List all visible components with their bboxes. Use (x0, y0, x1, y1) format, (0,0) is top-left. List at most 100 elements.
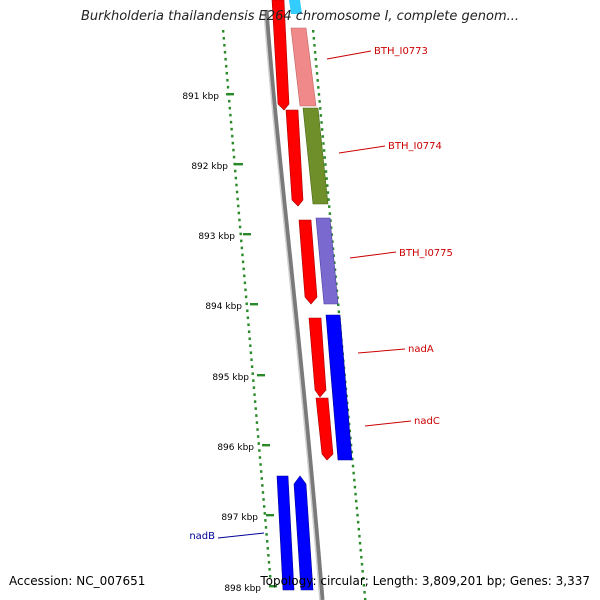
scale-dot (240, 246, 244, 250)
gene-BTH_I0773[interactable] (290, 27, 317, 107)
scale-dot (232, 148, 235, 152)
scale-dot (359, 548, 362, 552)
scale-dot (249, 344, 252, 348)
gene-cyan[interactable] (289, 0, 302, 14)
scale-dot (322, 142, 325, 145)
scale-dot (319, 107, 322, 110)
scale-dot (320, 128, 324, 131)
scale-dot (354, 492, 357, 496)
gene-red-4[interactable] (308, 317, 327, 398)
scale-dot (326, 184, 329, 187)
gene-nadB-body[interactable] (276, 475, 295, 591)
scale-dot (322, 149, 326, 152)
gene-label[interactable]: nadC (414, 416, 440, 427)
scale-dot (247, 323, 250, 327)
tick-label: 894 kbp (205, 302, 242, 312)
gene-BTH_I0774[interactable] (302, 107, 329, 205)
scale-dot (239, 232, 242, 236)
scale-dot (249, 351, 253, 355)
scale-dot (324, 170, 328, 173)
gene-red-5[interactable] (315, 397, 334, 461)
gene-red-2[interactable] (285, 109, 304, 207)
gene-labels: BTH_I0773 BTH_I0774 BTH_I0775 nadA nadC nadB (189, 46, 453, 542)
scale-dot (355, 506, 359, 510)
scale-dot (324, 163, 327, 166)
scale-dot (314, 58, 317, 61)
scale-dot (356, 513, 359, 517)
scale-dot (351, 457, 354, 461)
tick-label: 895 kbp (212, 373, 249, 383)
scale-dot (240, 239, 243, 243)
label-leaders (217, 50, 412, 539)
gene-BTH_I0775[interactable] (315, 217, 339, 305)
gene-nadA[interactable] (325, 314, 353, 461)
scale-dot (353, 478, 356, 482)
gene-blue-arrow[interactable] (293, 475, 314, 591)
gene-red-3[interactable] (298, 219, 318, 305)
scale-dot (226, 85, 230, 89)
scale-dot (260, 477, 263, 480)
scale-dot (262, 505, 266, 508)
scale-dot (233, 162, 236, 166)
scale-dot (265, 540, 269, 543)
tick-mark (257, 374, 265, 377)
scale-dot (351, 464, 355, 468)
scale-dot (360, 562, 364, 566)
scale-dot (228, 99, 231, 103)
scale-dot (325, 177, 328, 180)
scale-dot (315, 72, 319, 75)
scale-dot (267, 554, 270, 557)
scale-dot (238, 218, 241, 222)
tick-mark (269, 585, 277, 588)
genome-summary: Topology: circular; Length: 3,809,201 bp… (260, 574, 590, 588)
scale-dot (360, 555, 363, 559)
scale-dot (225, 64, 228, 68)
tick-label: 897 kbp (221, 513, 258, 523)
scale-dot (242, 267, 245, 271)
tick-mark (235, 163, 243, 166)
scale-dot (312, 37, 316, 40)
scale-dot (225, 71, 229, 75)
scale-dot (237, 211, 241, 215)
scale-dot (268, 568, 271, 571)
scale-dot (337, 310, 341, 314)
gene-label[interactable]: BTH_I0775 (399, 248, 453, 259)
scale-dot (357, 527, 360, 531)
scale-dot (350, 450, 353, 454)
scale-dot (362, 576, 365, 580)
scale-dot (320, 121, 323, 124)
scale-dot (237, 204, 240, 208)
outer-gene-track (289, 0, 353, 461)
gene-label[interactable]: BTH_I0774 (388, 141, 442, 152)
scale-dot (317, 93, 321, 96)
scale-dot (235, 183, 238, 187)
scale-dot (327, 198, 330, 201)
scale-dot (313, 51, 317, 54)
scale-dot (259, 463, 262, 466)
scale-dot (318, 100, 321, 103)
scale-dot (250, 358, 253, 361)
scale-dot (246, 316, 250, 320)
tick-label: 891 kbp (182, 92, 219, 102)
scale-dot (236, 197, 239, 201)
scale-dot (349, 443, 353, 447)
tick-mark (266, 514, 274, 517)
tick-mark (250, 303, 258, 306)
scale-dot (328, 205, 331, 208)
scale-dot (355, 499, 358, 503)
scale-dot (358, 534, 361, 538)
scale-dot (269, 575, 272, 578)
gene-label[interactable]: nadB (189, 531, 215, 542)
scale-dot (256, 428, 259, 431)
scale-dot (261, 491, 265, 494)
gene-red-1[interactable] (271, 0, 290, 111)
scale-dot (255, 414, 258, 417)
scale-dot (223, 50, 227, 54)
gene-label[interactable]: BTH_I0773 (374, 46, 428, 57)
scale-dot (326, 191, 330, 194)
scale-dot (316, 79, 319, 82)
scale-dot (258, 456, 262, 459)
gene-label[interactable]: nadA (408, 344, 434, 355)
tick-mark (243, 233, 251, 236)
scale-dot (246, 309, 249, 313)
